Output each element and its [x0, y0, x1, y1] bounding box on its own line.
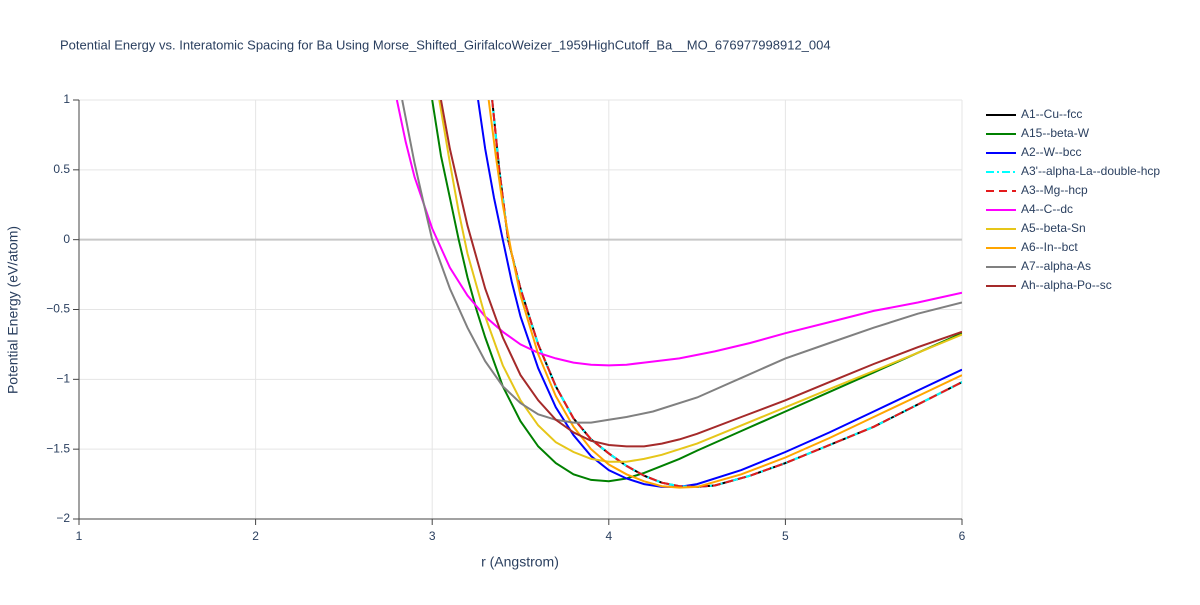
series-line — [487, 100, 962, 489]
series-line — [491, 100, 962, 488]
legend-label: A15--beta-W — [1021, 126, 1090, 140]
legend-label: A6--In--bct — [1021, 240, 1078, 254]
series-line — [431, 100, 962, 483]
x-axis-title: r (Angstrom) — [481, 554, 559, 570]
x-tick-label: 4 — [605, 529, 612, 543]
y-tick-label: −0.5 — [46, 302, 70, 316]
legend-label: A4--C--dc — [1021, 202, 1073, 216]
x-tick-label: 3 — [429, 529, 436, 543]
x-tick-label: 1 — [76, 529, 83, 543]
y-tick-label: 0 — [63, 232, 70, 246]
series-line — [477, 100, 962, 488]
series-line — [491, 100, 962, 488]
y-tick-label: −1 — [56, 372, 70, 386]
series-line — [401, 100, 962, 424]
series-line — [440, 100, 962, 448]
series-line — [438, 100, 962, 463]
y-tick-label: −1.5 — [46, 441, 70, 455]
y-tick-label: 1 — [63, 92, 70, 106]
legend-label: A5--beta-Sn — [1021, 221, 1086, 235]
legend-label: A2--W--bcc — [1021, 145, 1081, 159]
x-tick-label: 2 — [252, 529, 259, 543]
x-tick-label: 5 — [782, 529, 789, 543]
chart-title: Potential Energy vs. Interatomic Spacing… — [60, 37, 831, 52]
legend-label: Ah--alpha-Po--sc — [1021, 278, 1112, 292]
legend-label: A3'--alpha-La--double-hcp — [1021, 164, 1160, 178]
y-tick-label: 0.5 — [53, 162, 70, 176]
x-tick-label: 6 — [959, 529, 966, 543]
plot-area — [395, 100, 962, 489]
y-axis-title: Potential Energy (eV/atom) — [5, 226, 21, 394]
y-tick-label: −2 — [56, 511, 70, 525]
series-line — [395, 100, 962, 367]
legend-label: A1--Cu--fcc — [1021, 107, 1082, 121]
legend-label: A7--alpha-As — [1021, 259, 1091, 273]
legend-label: A3--Mg--hcp — [1021, 183, 1088, 197]
series-line — [491, 100, 962, 488]
